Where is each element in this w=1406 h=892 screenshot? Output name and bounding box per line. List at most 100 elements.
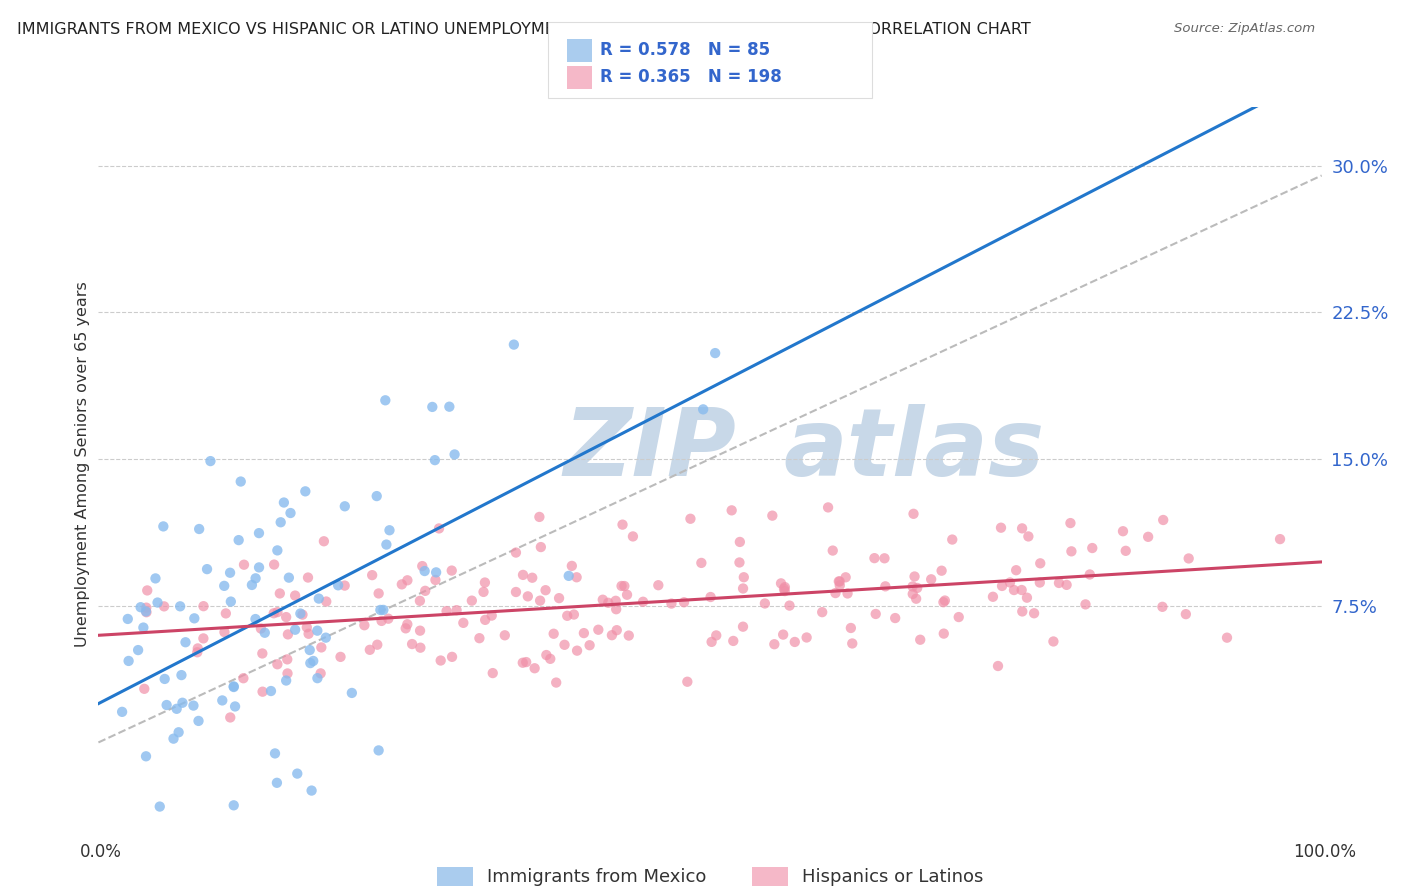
Point bbox=[515, 655, 537, 669]
Point bbox=[215, 607, 238, 621]
Point bbox=[396, 617, 419, 632]
Point bbox=[481, 666, 503, 681]
Point bbox=[169, 599, 191, 614]
Point bbox=[1078, 567, 1101, 582]
Point bbox=[754, 597, 776, 611]
Point bbox=[276, 673, 298, 688]
Point bbox=[731, 582, 754, 596]
Point bbox=[920, 572, 942, 586]
Point bbox=[441, 649, 464, 664]
Point bbox=[592, 592, 614, 607]
Point bbox=[617, 629, 640, 643]
Point bbox=[302, 654, 325, 668]
Point bbox=[366, 638, 388, 652]
Point bbox=[277, 627, 299, 641]
Point bbox=[367, 743, 389, 757]
Point bbox=[266, 605, 288, 619]
Point bbox=[214, 625, 236, 640]
Point bbox=[117, 654, 139, 668]
Point bbox=[229, 475, 252, 489]
Point bbox=[502, 337, 524, 351]
Point bbox=[149, 799, 172, 814]
Point bbox=[375, 538, 398, 552]
Point bbox=[401, 637, 423, 651]
Point bbox=[276, 666, 298, 681]
Point bbox=[1029, 557, 1052, 571]
Text: R = 0.365   N = 198: R = 0.365 N = 198 bbox=[600, 68, 782, 86]
Point bbox=[222, 680, 245, 694]
Point bbox=[224, 699, 246, 714]
Point bbox=[307, 671, 329, 685]
Point bbox=[1074, 598, 1097, 612]
Point bbox=[395, 621, 418, 635]
Point bbox=[291, 607, 314, 622]
Point bbox=[811, 605, 834, 619]
Point bbox=[195, 562, 218, 576]
Point bbox=[863, 551, 886, 566]
Point bbox=[773, 582, 796, 596]
Point bbox=[600, 628, 623, 642]
Text: 100.0%: 100.0% bbox=[1294, 843, 1355, 861]
Point bbox=[773, 584, 796, 599]
Point bbox=[1011, 521, 1033, 535]
Point bbox=[266, 657, 288, 672]
Point bbox=[1011, 582, 1033, 597]
Point bbox=[731, 620, 754, 634]
Point bbox=[461, 593, 484, 607]
Point bbox=[315, 631, 337, 645]
Point bbox=[264, 747, 287, 761]
Point bbox=[170, 668, 193, 682]
Point bbox=[720, 503, 742, 517]
Text: R = 0.578   N = 85: R = 0.578 N = 85 bbox=[600, 41, 770, 59]
Point bbox=[1177, 551, 1199, 566]
Point bbox=[572, 626, 595, 640]
Point bbox=[111, 705, 134, 719]
Point bbox=[200, 454, 222, 468]
Point bbox=[308, 591, 330, 606]
Point bbox=[828, 574, 851, 589]
Point bbox=[186, 645, 208, 659]
Point bbox=[136, 583, 159, 598]
Point bbox=[561, 558, 583, 573]
Point bbox=[297, 626, 319, 640]
Point bbox=[294, 484, 316, 499]
Point bbox=[565, 570, 588, 584]
Point bbox=[409, 624, 432, 638]
Point bbox=[991, 579, 1014, 593]
Point bbox=[290, 607, 312, 621]
Point bbox=[875, 579, 897, 593]
Point bbox=[425, 566, 447, 580]
Point bbox=[309, 666, 332, 681]
Point bbox=[228, 533, 250, 548]
Point bbox=[409, 594, 432, 608]
Point bbox=[1017, 529, 1039, 543]
Point bbox=[446, 603, 468, 617]
Point bbox=[1081, 541, 1104, 555]
Point bbox=[285, 766, 308, 780]
Point bbox=[1047, 576, 1070, 591]
Point bbox=[127, 643, 149, 657]
Point bbox=[1216, 631, 1239, 645]
Point bbox=[779, 599, 801, 613]
Point bbox=[1115, 544, 1137, 558]
Point bbox=[374, 393, 396, 408]
Point bbox=[273, 495, 295, 509]
Point bbox=[233, 558, 256, 572]
Point bbox=[117, 612, 139, 626]
Point bbox=[222, 679, 245, 693]
Point bbox=[700, 635, 723, 649]
Point bbox=[605, 594, 627, 608]
Point bbox=[436, 604, 458, 618]
Point bbox=[516, 590, 538, 604]
Point bbox=[1022, 607, 1045, 621]
Point bbox=[530, 540, 553, 554]
Point bbox=[219, 594, 242, 608]
Point bbox=[522, 571, 544, 585]
Point bbox=[1152, 513, 1174, 527]
Point bbox=[505, 585, 527, 599]
Point bbox=[505, 545, 527, 559]
Point bbox=[529, 593, 551, 607]
Point bbox=[512, 568, 534, 582]
Point bbox=[420, 400, 443, 414]
Point bbox=[534, 583, 557, 598]
